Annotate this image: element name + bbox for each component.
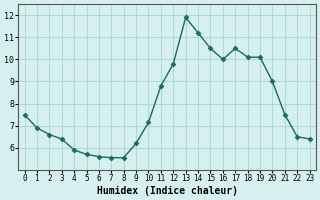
X-axis label: Humidex (Indice chaleur): Humidex (Indice chaleur) <box>97 186 237 196</box>
